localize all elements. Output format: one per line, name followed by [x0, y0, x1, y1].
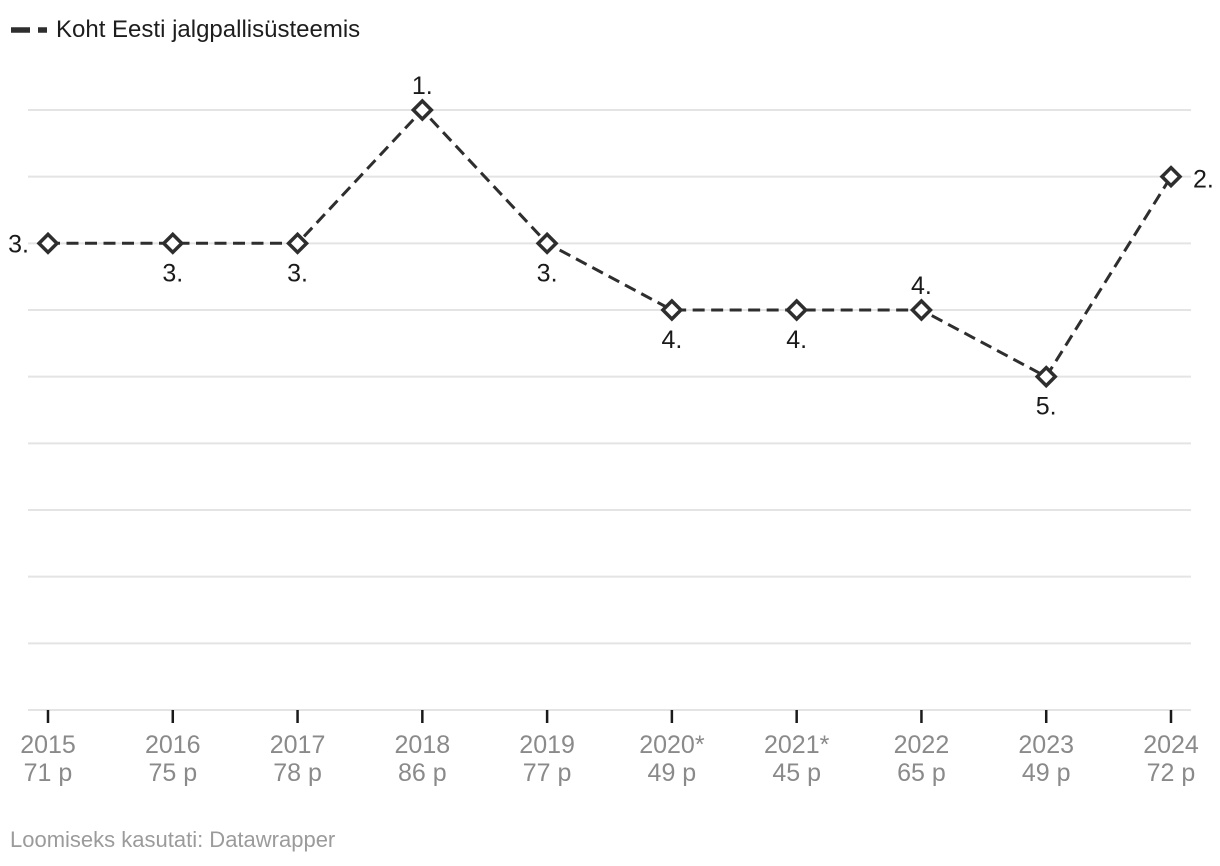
x-axis-label-year: 2022 — [894, 731, 950, 759]
data-point-label: 1. — [412, 72, 433, 100]
x-axis-label-points: 45 p — [772, 759, 821, 787]
x-axis-label-year: 2020* — [639, 731, 705, 759]
data-point-label: 5. — [1036, 393, 1057, 421]
legend: Koht Eesti jalgpallisüsteemis — [10, 16, 360, 44]
x-axis-label-points: 65 p — [897, 759, 946, 787]
data-point-label: 3. — [162, 259, 183, 287]
x-axis-label-points: 49 p — [648, 759, 697, 787]
x-axis-label-points: 75 p — [148, 759, 197, 787]
x-axis-label-points: 49 p — [1022, 759, 1071, 787]
data-point-label: 3. — [537, 259, 558, 287]
x-axis-label-points: 78 p — [273, 759, 322, 787]
data-point-marker[interactable] — [1159, 165, 1183, 189]
data-point-label: 3. — [287, 259, 308, 287]
data-point-marker[interactable] — [909, 298, 933, 322]
x-axis-label-points: 72 p — [1147, 759, 1196, 787]
data-point-label: 4. — [911, 272, 932, 300]
data-point-marker[interactable] — [161, 231, 185, 255]
x-axis-label-year: 2024 — [1143, 731, 1199, 759]
data-point-marker[interactable] — [286, 231, 310, 255]
x-axis-label-year: 2023 — [1018, 731, 1074, 759]
data-point-marker[interactable] — [660, 298, 684, 322]
x-axis-label-points: 86 p — [398, 759, 447, 787]
data-point-marker[interactable] — [785, 298, 809, 322]
x-axis-label-year: 2016 — [145, 731, 201, 759]
data-point-marker[interactable] — [1034, 365, 1058, 389]
attribution-text: Loomiseks kasutati: Datawrapper — [10, 827, 336, 852]
x-axis-label-points: 77 p — [523, 759, 572, 787]
data-point-marker[interactable] — [535, 231, 559, 255]
x-axis-label-points: 71 p — [24, 759, 73, 787]
series-line — [48, 107, 1173, 379]
data-point-marker[interactable] — [36, 231, 60, 255]
legend-label: Koht Eesti jalgpallisüsteemis — [56, 16, 361, 43]
x-axis-label-year: 2015 — [20, 731, 76, 759]
data-point-label: 4. — [661, 326, 682, 354]
x-axis-label-year: 2019 — [519, 731, 575, 759]
x-axis-label-year: 2017 — [270, 731, 326, 759]
data-point-label: 3. — [8, 230, 29, 258]
dashed-line-legend-icon — [11, 27, 47, 33]
data-point-marker[interactable] — [410, 98, 434, 122]
data-point-label: 4. — [786, 326, 807, 354]
x-axis-label-year: 2021* — [764, 731, 830, 759]
data-point-label: 2. — [1193, 166, 1214, 194]
x-axis-label-year: 2018 — [395, 731, 451, 759]
